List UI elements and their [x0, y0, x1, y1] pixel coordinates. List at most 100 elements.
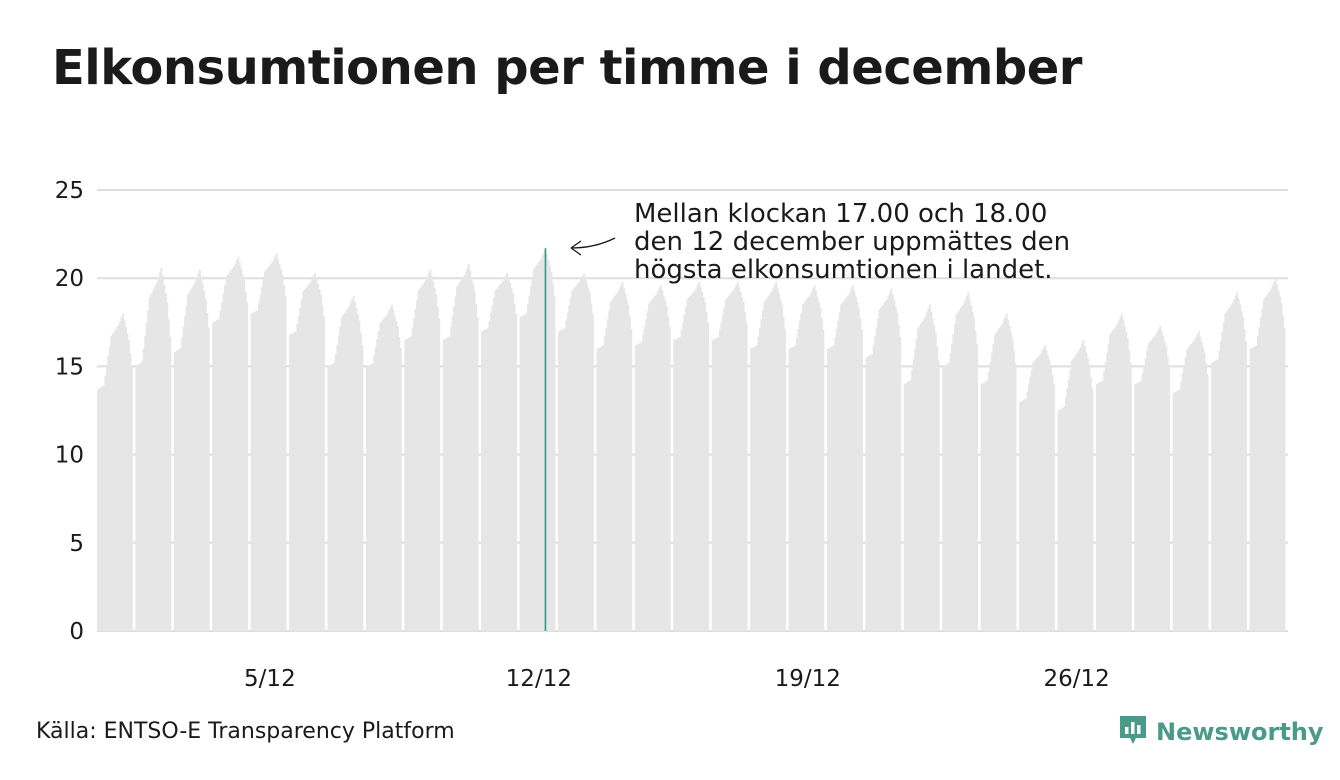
hour-bar — [138, 363, 141, 631]
hour-bar — [522, 315, 525, 631]
hour-bar — [921, 321, 924, 631]
hour-bar — [501, 281, 504, 631]
hour-bar — [269, 264, 272, 631]
hour-bar — [259, 294, 262, 631]
hour-bar — [818, 301, 820, 631]
hour-bar — [1057, 410, 1060, 631]
hour-bar — [760, 319, 763, 631]
hour-bar — [331, 363, 334, 631]
hour-bar — [738, 286, 741, 631]
hour-bar — [1181, 373, 1184, 631]
hour-bar — [182, 326, 185, 631]
hour-bar — [665, 306, 668, 631]
hour-bar — [623, 287, 625, 631]
hour-bar — [586, 283, 588, 631]
hour-bar — [284, 295, 287, 631]
hour-bar — [448, 336, 451, 631]
hour-bar — [187, 294, 189, 631]
hour-bar — [704, 302, 707, 631]
hour-bar — [1222, 322, 1225, 631]
hour-bar — [758, 327, 761, 631]
hour-bar — [420, 286, 423, 631]
hour-bar — [583, 272, 585, 631]
hour-bar — [810, 291, 813, 631]
hour-bar — [438, 318, 441, 631]
hour-bar — [835, 329, 838, 631]
hour-bar — [281, 274, 284, 631]
hour-bar — [1202, 347, 1205, 631]
hour-bar — [541, 255, 544, 631]
hour-bar — [726, 297, 729, 631]
hour-bar — [1262, 299, 1265, 631]
hour-bar — [948, 362, 951, 631]
hour-bar — [1007, 319, 1010, 631]
hour-bar — [784, 328, 786, 631]
hour-bar — [954, 324, 956, 631]
hour-bar — [1115, 326, 1117, 631]
hour-bar — [228, 272, 231, 631]
hour-bar — [837, 320, 840, 631]
hour-bar — [207, 327, 210, 631]
hour-bar — [201, 283, 204, 631]
hour-bar — [911, 369, 914, 631]
hour-bar — [231, 268, 234, 631]
hour-bar — [905, 383, 908, 631]
hour-bar — [566, 313, 569, 631]
hour-bar — [532, 268, 535, 631]
hour-bar — [933, 325, 936, 631]
hour-bar — [903, 384, 906, 631]
hour-bar — [476, 317, 479, 631]
hour-bar — [139, 362, 142, 631]
hour-bar — [643, 326, 646, 631]
hour-bar — [609, 301, 612, 631]
hour-bar — [244, 291, 247, 631]
hour-bar — [193, 284, 195, 631]
hour-bar — [234, 263, 237, 631]
hour-bar — [664, 301, 667, 631]
hour-bar — [565, 320, 568, 631]
hour-bar — [720, 321, 723, 631]
hour-bar — [218, 319, 221, 631]
hour-bar — [358, 320, 361, 631]
hour-bar — [1066, 388, 1069, 631]
hour-bar — [256, 310, 259, 631]
hour-bar — [411, 327, 414, 631]
hour-bar — [754, 346, 757, 631]
hour-bar — [769, 293, 772, 631]
hour-bar — [467, 264, 470, 631]
hour-bar — [1211, 362, 1214, 631]
hour-bar — [1150, 339, 1153, 631]
hour-bar — [343, 312, 346, 631]
hour-bar — [999, 326, 1002, 631]
hour-bar — [263, 271, 266, 631]
hour-bar — [958, 310, 961, 631]
hour-bar — [778, 293, 781, 631]
hour-bar — [197, 273, 200, 631]
hour-bar — [1215, 360, 1218, 631]
hour-bar — [337, 335, 340, 631]
hour-bar — [735, 284, 738, 631]
hour-bar — [160, 267, 163, 631]
hour-bar — [1013, 350, 1015, 631]
hour-bar — [1032, 362, 1035, 631]
hour-bar — [1029, 376, 1032, 631]
hour-bar — [529, 286, 532, 631]
hour-bar — [487, 328, 489, 631]
hour-bar — [163, 284, 166, 631]
hour-bar — [395, 320, 398, 631]
hour-bar — [442, 339, 445, 631]
hour-bar — [998, 328, 1001, 631]
hour-bar — [1231, 302, 1234, 631]
hour-bar — [701, 291, 704, 631]
hour-bar — [1283, 327, 1286, 631]
hour-bar — [296, 323, 299, 631]
hour-bar — [1026, 391, 1029, 631]
hour-bar — [1039, 353, 1042, 631]
hour-bar — [955, 314, 958, 631]
hour-bar — [1239, 304, 1242, 631]
hour-bar — [620, 285, 622, 631]
hour-bar — [293, 332, 296, 631]
hour-bar — [102, 385, 105, 631]
hour-bar — [677, 337, 680, 631]
hour-bar — [781, 305, 783, 631]
